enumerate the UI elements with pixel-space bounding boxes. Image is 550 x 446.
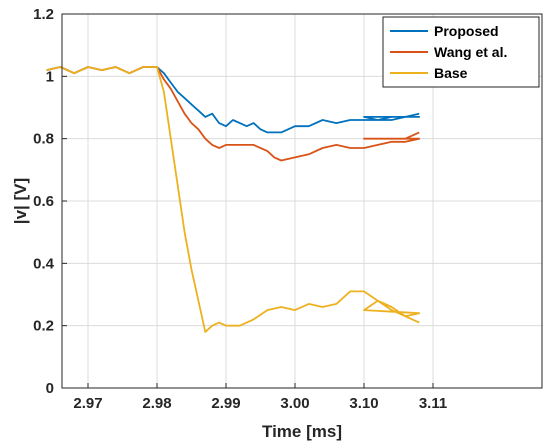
x-tick-label: 2.98 <box>142 395 171 412</box>
x-tick-label: 3.11 <box>419 395 447 412</box>
y-tick-label: 1.2 <box>33 6 54 23</box>
x-tick-label: 2.99 <box>211 395 240 412</box>
y-tick-label: 0.6 <box>33 193 54 210</box>
y-tick-label: 0.2 <box>33 318 54 335</box>
legend-label: Base <box>434 65 468 81</box>
x-ticks: 2.97 2.98 2.99 3.00 3.10 3.11 <box>73 383 447 412</box>
x-tick-label: 3.10 <box>349 395 378 412</box>
x-tick-label: 2.97 <box>73 395 102 412</box>
x-tick-label: 3.00 <box>280 395 309 412</box>
legend: Proposed Wang et al. Base <box>382 16 540 88</box>
series-group <box>46 66 421 333</box>
legend-label: Wang et al. <box>434 44 507 60</box>
y-tick-label: 0.8 <box>33 131 54 148</box>
y-tick-label: 0.4 <box>33 255 55 272</box>
y-ticks: 0 0.2 0.4 0.6 0.8 1 1.2 <box>33 6 67 397</box>
y-tick-label: 1 <box>46 68 54 85</box>
series-line-base <box>46 66 421 333</box>
y-tick-label: 0 <box>46 380 54 397</box>
x-axis-title: Time [ms] <box>262 422 342 441</box>
y-axis-title: |v| [V] <box>11 178 30 224</box>
legend-label: Proposed <box>434 23 499 39</box>
